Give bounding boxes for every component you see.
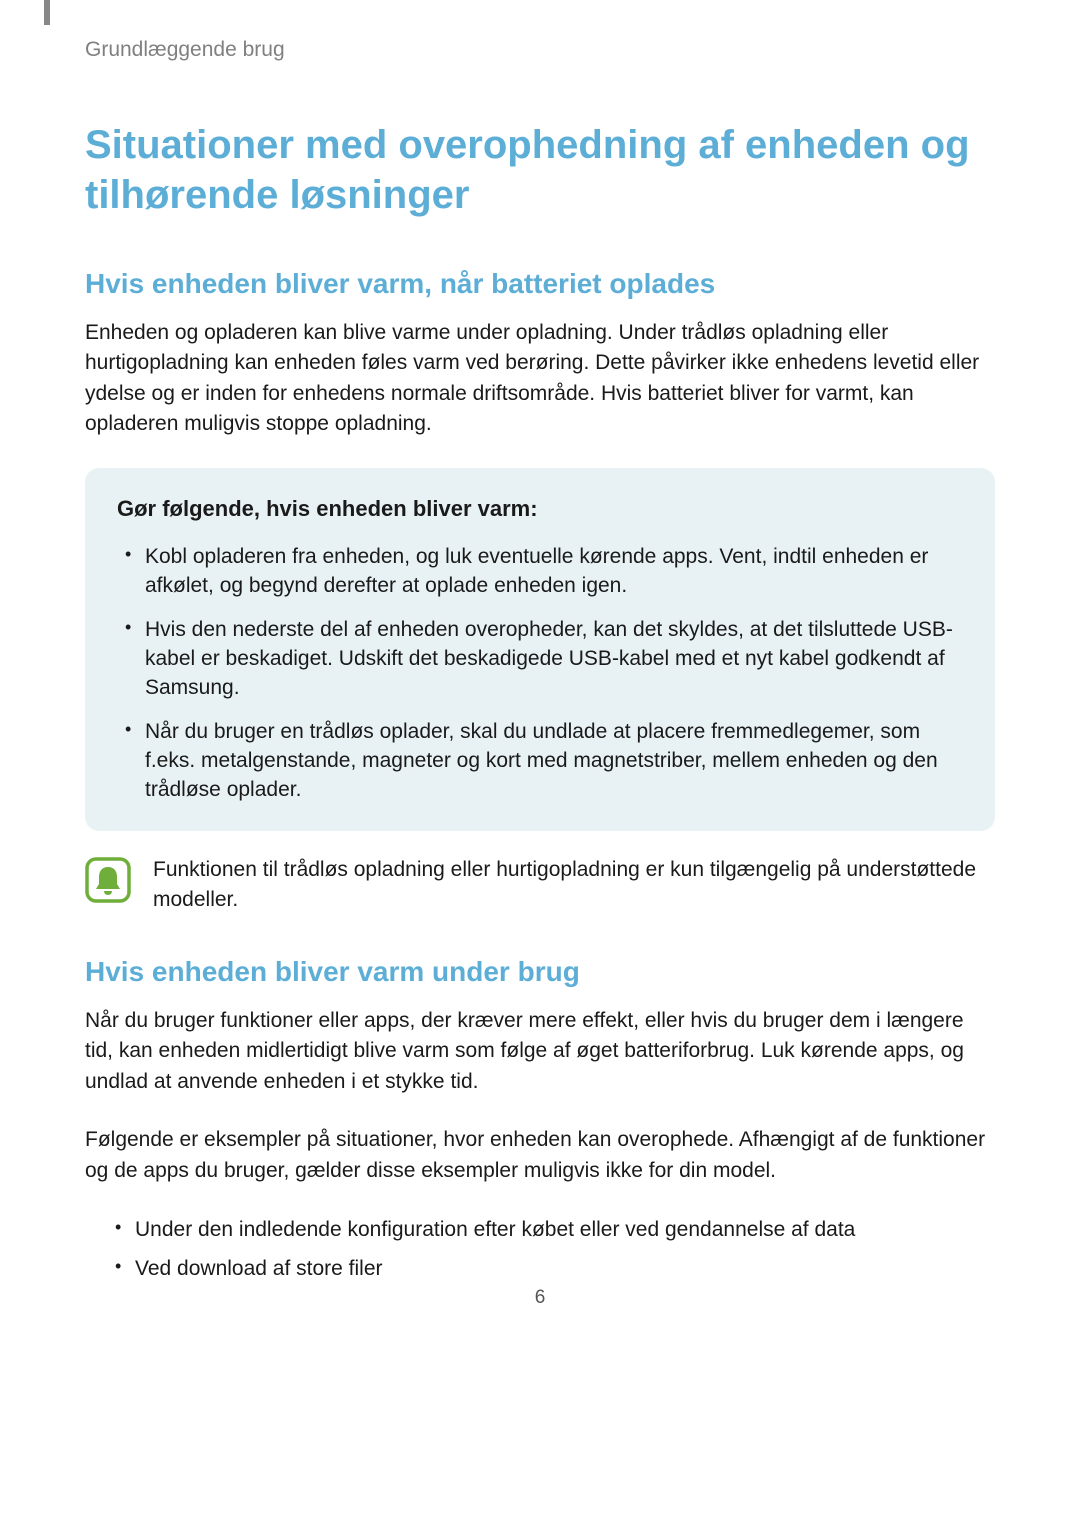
breadcrumb: Grundlæggende brug <box>85 38 995 62</box>
section2-list: Under den indledende konfiguration efter… <box>85 1214 995 1285</box>
info-box-list: Kobl opladeren fra enheden, og luk event… <box>117 542 963 805</box>
section2-paragraph1: Når du bruger funktioner eller apps, der… <box>85 1006 995 1097</box>
bell-note-icon <box>85 857 131 903</box>
info-box: Gør følgende, hvis enheden bliver varm: … <box>85 468 995 831</box>
section2-heading: Hvis enheden bliver varm under brug <box>85 956 995 988</box>
page-number: 6 <box>0 1287 1080 1309</box>
list-item: Kobl opladeren fra enheden, og luk event… <box>117 542 963 601</box>
section2-paragraph2: Følgende er eksempler på situationer, hv… <box>85 1125 995 1186</box>
list-item: Hvis den nederste del af enheden overoph… <box>117 615 963 703</box>
section1-heading: Hvis enheden bliver varm, når batteriet … <box>85 268 995 300</box>
page-title: Situationer med overophedning af enheden… <box>85 120 995 220</box>
page-content: Grundlæggende brug Situationer med overo… <box>0 0 1080 1285</box>
list-item: Ved download af store filer <box>107 1253 995 1285</box>
note-row: Funktionen til trådløs opladning eller h… <box>85 855 995 916</box>
list-item: Når du bruger en trådløs oplader, skal d… <box>117 717 963 805</box>
note-text: Funktionen til trådløs opladning eller h… <box>153 855 995 916</box>
section1-paragraph: Enheden og opladeren kan blive varme und… <box>85 318 995 440</box>
page-tab-marker <box>44 0 50 25</box>
info-box-title: Gør følgende, hvis enheden bliver varm: <box>117 496 963 522</box>
list-item: Under den indledende konfiguration efter… <box>107 1214 995 1246</box>
